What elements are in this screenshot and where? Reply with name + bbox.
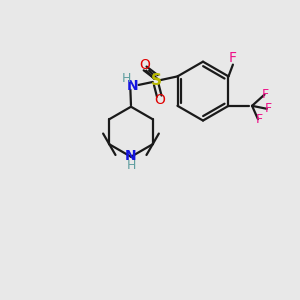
Text: F: F [256, 112, 263, 126]
Text: O: O [140, 58, 151, 72]
Text: N: N [127, 79, 139, 93]
Text: F: F [229, 51, 237, 65]
Text: N: N [125, 149, 137, 163]
Text: O: O [154, 93, 165, 106]
Text: F: F [262, 88, 269, 101]
Text: H: H [126, 158, 136, 172]
Text: F: F [264, 102, 272, 115]
Text: H: H [121, 72, 131, 85]
Text: S: S [151, 73, 162, 88]
